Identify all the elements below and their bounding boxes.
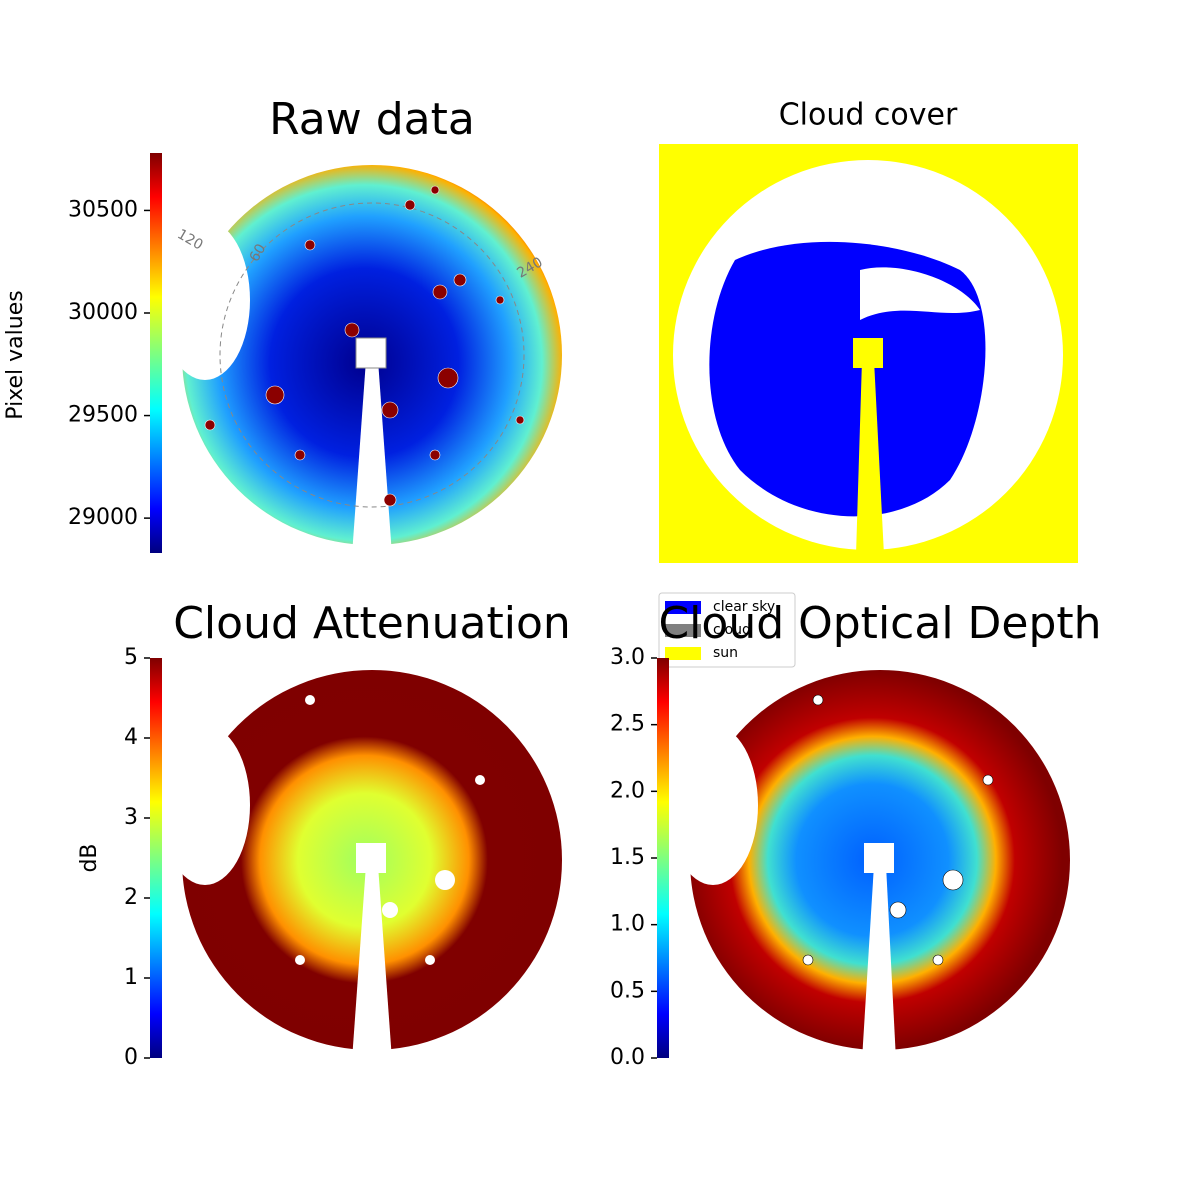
panel-title: Cloud Attenuation bbox=[173, 598, 571, 649]
colorbar-tick-label: 29500 bbox=[68, 403, 138, 428]
cloud-cover-image bbox=[659, 144, 1078, 563]
legend-swatch bbox=[665, 601, 701, 614]
colorbar-tick-label: 2.0 bbox=[610, 778, 645, 803]
colorbar-tick-label: 0 bbox=[124, 1045, 138, 1070]
colorbar-tick-label: 29000 bbox=[68, 505, 138, 530]
colorbar-tick-label: 5 bbox=[124, 645, 138, 670]
colorbar-tick-label: 3.0 bbox=[610, 645, 645, 670]
colorbar-label: Pixel values bbox=[3, 290, 28, 419]
colorbar bbox=[150, 153, 162, 553]
colorbar-tick-label: 2.5 bbox=[610, 712, 645, 737]
attenuation-image bbox=[160, 670, 562, 1060]
colorbar-tick-label: 1 bbox=[124, 965, 138, 990]
colorbar-tick-label: 2 bbox=[124, 885, 138, 910]
legend-label: sun bbox=[713, 645, 738, 661]
panel-title: Cloud cover bbox=[779, 98, 958, 133]
colorbar-tick-label: 3 bbox=[124, 805, 138, 830]
colorbar-tick-label: 1.5 bbox=[610, 845, 645, 870]
polar-angle-label: 60 bbox=[247, 241, 270, 264]
legend-swatch bbox=[665, 647, 701, 660]
legend-label: cloud bbox=[713, 622, 751, 638]
raw-image bbox=[160, 165, 562, 555]
colorbar-tick-label: 4 bbox=[124, 725, 138, 750]
colorbar-tick-label: 1.0 bbox=[610, 912, 645, 937]
colorbar-tick-label: 30500 bbox=[68, 197, 138, 222]
colorbar bbox=[150, 658, 162, 1058]
panel-title: Raw data bbox=[269, 94, 475, 145]
colorbar bbox=[657, 658, 669, 1058]
legend-swatch bbox=[665, 624, 701, 637]
colorbar-label: dB bbox=[77, 843, 102, 872]
colorbar-tick-label: 30000 bbox=[68, 300, 138, 325]
optical-depth-image bbox=[668, 670, 1070, 1060]
panel-title: Cloud Optical Depth bbox=[658, 598, 1101, 649]
colorbar-tick-label: 0.0 bbox=[610, 1045, 645, 1070]
colorbar-tick-label: 0.5 bbox=[610, 978, 645, 1003]
legend-label: clear sky bbox=[713, 599, 775, 615]
